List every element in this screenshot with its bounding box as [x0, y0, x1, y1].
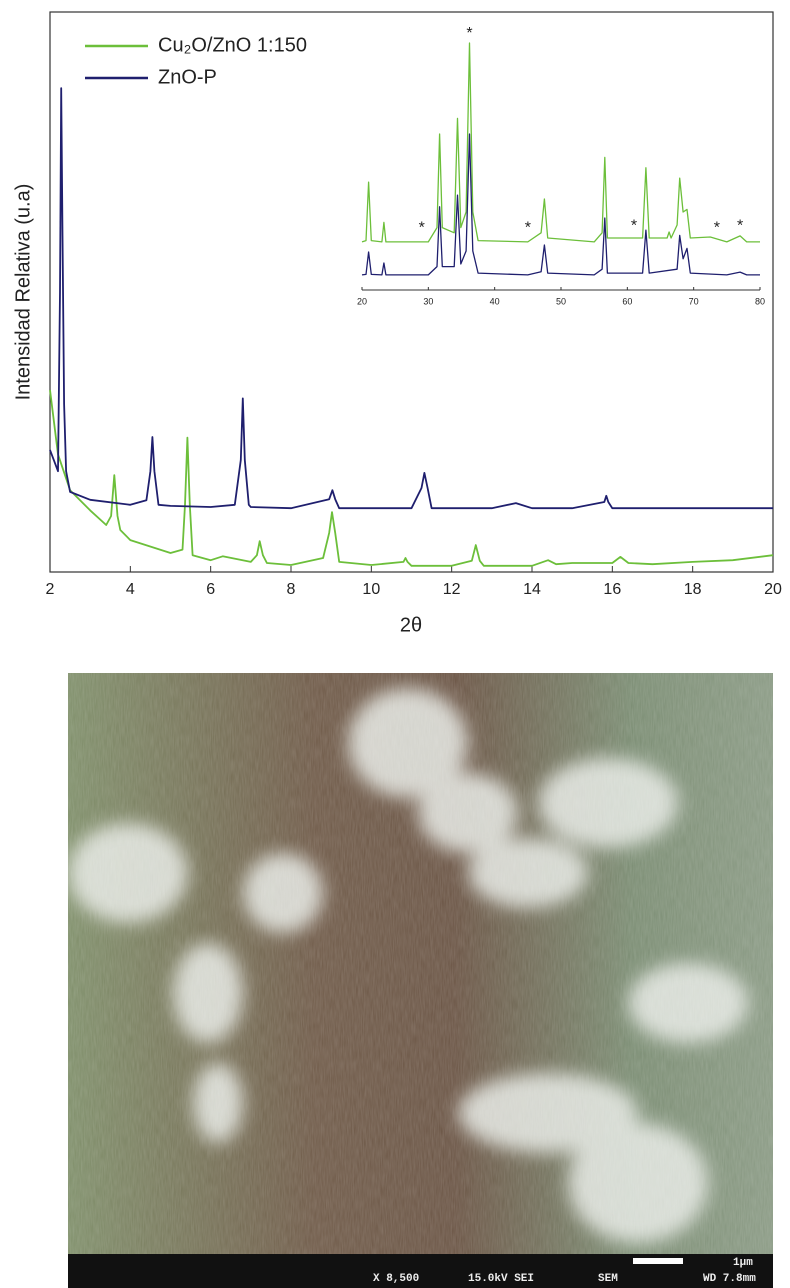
xrd-chart: 2θ Intensidad Relativa (u.a) 2 4 6 8 10 12 14 1…	[12, 11, 782, 636]
x-tick-label: 70	[689, 296, 699, 306]
x-tick-label: 60	[622, 296, 632, 306]
x-tick-label: 6	[206, 581, 215, 598]
annotation: *	[714, 219, 720, 236]
series-line	[49, 389, 774, 567]
mode: SEM	[598, 1273, 618, 1285]
annotation: *	[631, 217, 637, 234]
x-tick-label: 20	[357, 296, 367, 306]
x-tick-label: 50	[556, 296, 566, 306]
x-tick-label: 80	[755, 296, 765, 306]
x-tick-label: 12	[443, 581, 461, 598]
series-line	[361, 133, 760, 276]
sem-texture	[68, 673, 773, 1288]
annotation: *	[466, 25, 472, 42]
x-tick-label: 2	[46, 581, 55, 598]
annotation: *	[419, 219, 425, 236]
scale-label: 1µm	[733, 1257, 753, 1269]
series-line	[49, 87, 773, 510]
scale-bar	[633, 1258, 683, 1264]
x-tick-label: 16	[603, 581, 621, 598]
plot-frame	[49, 11, 774, 573]
x-tick-label: 20	[764, 581, 782, 598]
voltage: 15.0kV SEI	[468, 1273, 534, 1285]
series-line	[361, 42, 760, 243]
legend-label: Cu₂O/ZnO 1:150	[158, 34, 307, 56]
x-tick-label: 40	[490, 296, 500, 306]
x-tick-label: 4	[126, 581, 135, 598]
legend-label: ZnO-P	[158, 66, 217, 88]
y-axis-label: Intensidad Relativa (u.a)	[12, 184, 34, 401]
magnification: X 8,500	[373, 1273, 419, 1285]
annotation: *	[737, 217, 743, 234]
sem-image: X 8,500 15.0kV SEI SEM 1µm WD 7.8mm	[68, 673, 773, 1288]
x-tick-label: 10	[362, 581, 380, 598]
x-tick-label: 18	[684, 581, 702, 598]
working-distance: WD 7.8mm	[703, 1273, 756, 1285]
x-axis-label: 2θ	[400, 614, 422, 636]
x-tick-label: 8	[287, 581, 296, 598]
x-tick-label: 30	[423, 296, 433, 306]
annotation: *	[525, 219, 531, 236]
x-tick-label: 14	[523, 581, 541, 598]
